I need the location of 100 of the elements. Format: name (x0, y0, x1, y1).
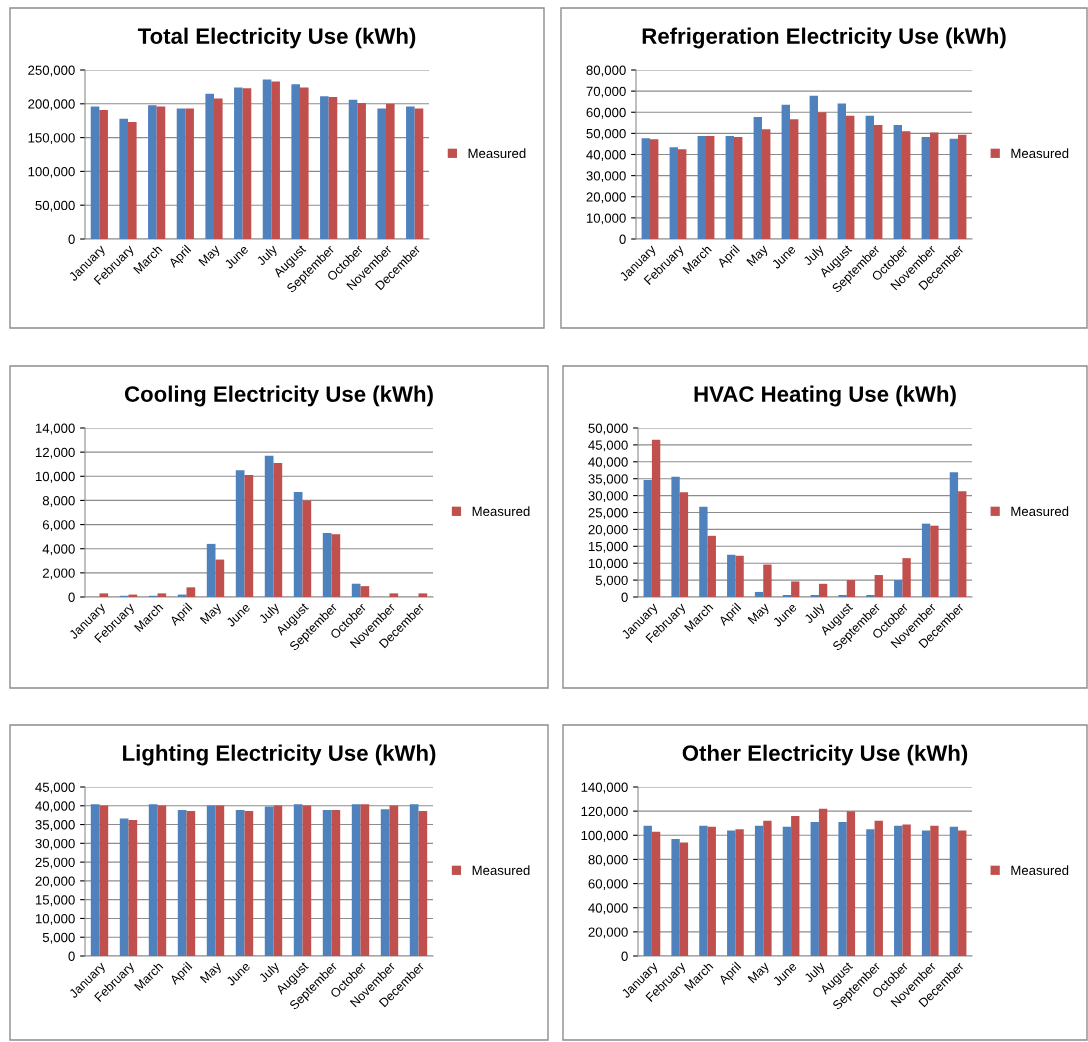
bar (302, 500, 312, 597)
bar (727, 554, 736, 597)
bar (360, 586, 370, 597)
bar (389, 805, 399, 956)
bar (177, 809, 187, 956)
x-tick-label: July (255, 243, 280, 268)
bar (902, 131, 911, 239)
bar (837, 103, 846, 239)
bar (874, 575, 883, 597)
bar (99, 805, 109, 956)
bar (186, 587, 196, 597)
legend-label: Measured (472, 865, 530, 876)
bar (782, 594, 792, 597)
bar (90, 106, 100, 239)
bar (264, 806, 274, 956)
bar (679, 492, 689, 597)
y-tick-label: 8,000 (42, 496, 75, 507)
y-tick-label: 10,000 (586, 213, 626, 225)
x-tick-label: July (257, 960, 282, 985)
bar (763, 564, 772, 597)
bar (185, 108, 194, 239)
bar (818, 583, 828, 597)
bar (176, 108, 186, 239)
y-tick-label: 100,000 (28, 166, 75, 178)
bar (206, 543, 216, 597)
bar (754, 591, 764, 597)
y-tick-label: 25,000 (35, 857, 75, 869)
x-tick-label: July (257, 601, 282, 626)
bar (930, 132, 939, 239)
bar (781, 104, 790, 239)
bar (921, 523, 931, 597)
y-tick-label: 20,000 (35, 876, 75, 888)
x-tick-label: July (803, 601, 828, 626)
bar (357, 103, 366, 239)
y-tick-label: 45,000 (35, 782, 75, 794)
y-tick-label: 20,000 (586, 192, 626, 204)
chart-title: Total Electricity Use (kWh) (137, 27, 416, 49)
bar (128, 820, 138, 956)
bar (699, 825, 708, 956)
y-tick-label: 200,000 (28, 99, 75, 111)
y-tick-label: 20,000 (588, 524, 628, 536)
bar (643, 480, 652, 597)
bar (651, 439, 661, 597)
bar (679, 842, 689, 956)
bar (753, 116, 762, 239)
chart-title: Lighting Electricity Use (kWh) (123, 744, 436, 766)
bar (99, 593, 109, 597)
bar (293, 491, 303, 597)
y-tick-label: 2,000 (42, 568, 75, 580)
y-tick-label: 5,000 (595, 575, 628, 587)
bar (386, 103, 395, 239)
y-tick-label: 0 (68, 951, 75, 961)
bar (328, 97, 338, 239)
bar (235, 809, 245, 956)
y-tick-label: 70,000 (586, 86, 626, 98)
bar (874, 820, 883, 956)
legend-label: Measured (1011, 865, 1069, 876)
y-tick-label: 15,000 (35, 895, 75, 907)
y-tick-label: 250,000 (28, 65, 75, 77)
bar (215, 559, 225, 597)
y-tick-label: 80,000 (588, 855, 628, 866)
bar (707, 826, 716, 956)
bar (671, 838, 680, 956)
bar (128, 122, 137, 239)
y-tick-label: 12,000 (35, 447, 75, 459)
bar (271, 81, 280, 239)
y-tick-label: 40,000 (586, 150, 626, 161)
bar (273, 805, 283, 956)
y-tick-label: 14,000 (35, 423, 75, 435)
bar (206, 805, 216, 956)
y-tick-label: 0 (68, 592, 75, 602)
bar (958, 134, 967, 239)
bar (320, 96, 329, 239)
bar (838, 822, 847, 956)
bar (331, 534, 341, 597)
bar (894, 825, 903, 956)
bar (99, 109, 108, 239)
x-tick-label: May (198, 244, 223, 269)
y-tick-label: 50,000 (586, 128, 626, 140)
bar (791, 815, 800, 956)
x-tick-label: May (747, 961, 772, 986)
chart-title: HVAC Heating Use (kWh) (694, 385, 956, 407)
y-tick-label: 0 (619, 234, 626, 244)
y-tick-label: 30,000 (586, 171, 626, 183)
y-tick-label: 35,000 (35, 820, 75, 832)
bar (650, 139, 659, 239)
bar (242, 88, 252, 239)
bar (921, 830, 931, 956)
legend-label: Measured (1011, 148, 1069, 159)
bar (418, 811, 428, 956)
bar (244, 475, 254, 597)
bar (707, 535, 716, 597)
y-tick-label: 4,000 (42, 544, 75, 556)
bar (406, 106, 415, 239)
y-tick-label: 80,000 (586, 65, 626, 77)
bar (148, 804, 158, 956)
y-tick-label: 15,000 (588, 541, 628, 553)
bar (262, 79, 272, 239)
bar (348, 99, 358, 239)
bar (699, 506, 708, 597)
